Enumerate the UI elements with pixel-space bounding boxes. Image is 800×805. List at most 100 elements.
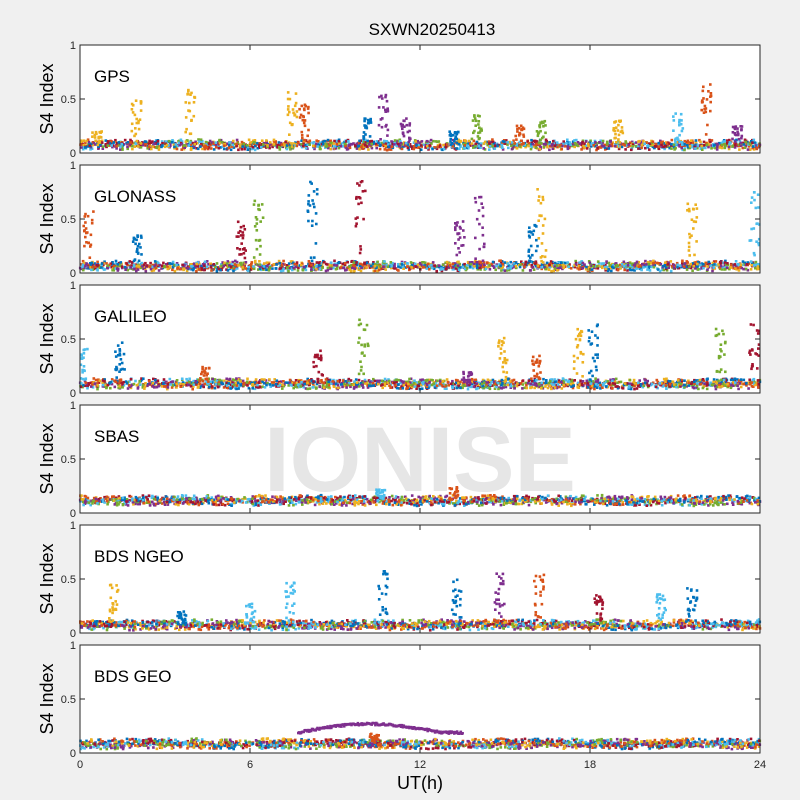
data-point xyxy=(413,148,416,151)
data-point xyxy=(531,254,534,257)
data-point xyxy=(642,266,645,269)
data-point xyxy=(743,379,746,382)
data-point xyxy=(560,261,563,264)
data-point xyxy=(482,215,485,218)
data-point xyxy=(379,265,382,268)
data-point xyxy=(408,378,411,381)
data-point xyxy=(615,126,618,129)
data-point xyxy=(674,112,677,115)
data-point xyxy=(573,146,576,149)
data-point xyxy=(713,378,716,381)
data-point xyxy=(705,262,708,265)
data-point xyxy=(148,140,151,143)
data-point xyxy=(537,135,540,138)
data-point xyxy=(183,267,186,270)
data-point xyxy=(542,261,545,264)
data-point xyxy=(121,148,124,151)
data-point xyxy=(460,140,463,143)
data-point xyxy=(359,252,362,255)
data-point xyxy=(499,265,502,268)
data-point xyxy=(375,147,378,150)
data-point xyxy=(287,105,290,108)
data-point xyxy=(635,141,638,144)
data-point xyxy=(83,245,86,248)
data-point xyxy=(621,146,624,149)
data-point xyxy=(340,145,343,148)
data-point xyxy=(454,229,457,232)
data-point xyxy=(379,148,382,151)
data-point xyxy=(240,226,243,229)
data-point xyxy=(189,133,192,136)
data-point xyxy=(377,142,380,145)
data-point xyxy=(507,141,510,144)
data-point xyxy=(386,134,389,137)
data-point xyxy=(438,140,441,143)
data-point xyxy=(504,269,507,272)
data-point xyxy=(421,378,424,381)
data-point xyxy=(185,378,188,381)
data-point xyxy=(307,210,310,213)
data-point xyxy=(272,143,275,146)
data-point xyxy=(402,131,405,134)
y-tick-label: 0 xyxy=(70,148,76,160)
data-point xyxy=(176,148,179,151)
data-point xyxy=(83,229,86,232)
data-point xyxy=(598,141,601,144)
data-point xyxy=(301,131,304,134)
data-point xyxy=(619,267,622,270)
data-point xyxy=(96,261,99,264)
panel-label: GLONASS xyxy=(94,187,176,206)
data-point xyxy=(383,260,386,263)
data-point xyxy=(624,140,627,143)
data-point xyxy=(204,261,207,264)
data-point xyxy=(273,263,276,266)
data-point xyxy=(537,199,540,202)
data-point xyxy=(609,140,612,143)
data-point xyxy=(313,206,316,209)
data-point xyxy=(721,144,724,147)
data-point xyxy=(242,225,245,228)
data-point xyxy=(189,110,192,113)
data-point xyxy=(381,117,384,120)
data-point xyxy=(226,262,229,265)
data-point xyxy=(514,135,517,138)
data-point xyxy=(315,268,318,271)
data-point xyxy=(463,236,466,239)
data-point xyxy=(545,140,548,143)
data-point xyxy=(660,263,663,266)
y-tick-label: 0.5 xyxy=(61,214,76,226)
data-point xyxy=(305,269,308,272)
data-point xyxy=(608,262,611,265)
data-point xyxy=(137,268,140,271)
data-point xyxy=(716,148,719,151)
data-point xyxy=(330,262,333,265)
data-point xyxy=(190,119,193,122)
data-point xyxy=(187,89,190,92)
data-point xyxy=(141,262,144,265)
data-point xyxy=(153,142,156,145)
data-point xyxy=(304,104,307,107)
data-point xyxy=(307,112,310,115)
data-point xyxy=(414,140,417,143)
data-point xyxy=(525,261,528,264)
data-point xyxy=(310,256,313,259)
data-point xyxy=(87,215,90,218)
data-point xyxy=(150,268,153,271)
data-point xyxy=(384,110,387,113)
data-point xyxy=(84,236,87,239)
data-point xyxy=(705,133,708,136)
data-point xyxy=(528,226,531,229)
data-point xyxy=(303,266,306,269)
data-point xyxy=(266,144,269,147)
data-point xyxy=(699,141,702,144)
data-point xyxy=(615,264,618,267)
data-point xyxy=(357,145,360,148)
data-point xyxy=(312,203,315,206)
data-point xyxy=(91,222,94,225)
data-point xyxy=(316,145,319,148)
data-point xyxy=(328,144,331,147)
data-point xyxy=(435,270,438,273)
data-point xyxy=(507,147,510,150)
data-point xyxy=(336,267,339,270)
